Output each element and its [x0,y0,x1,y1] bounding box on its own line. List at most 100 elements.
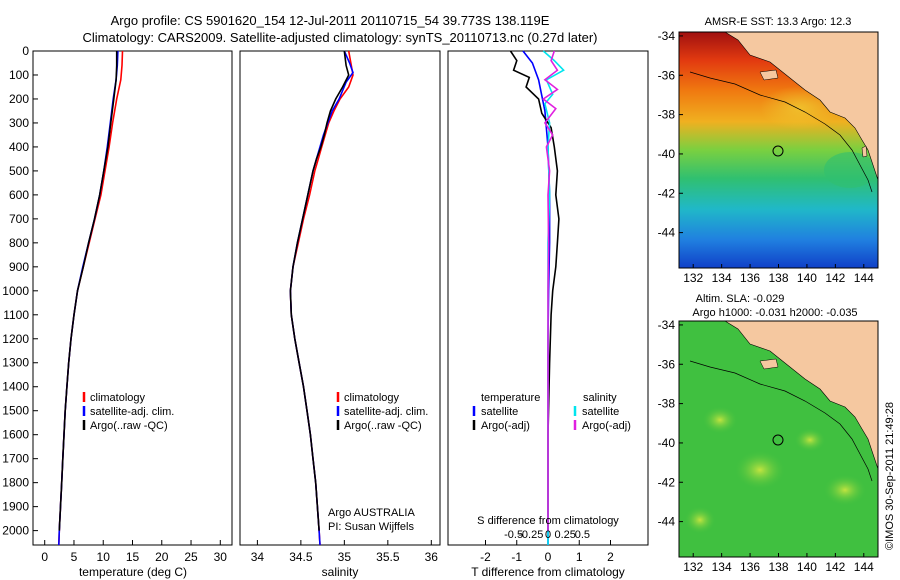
map-y-tick-label: -44 [658,226,676,240]
imos-watermark: ©IMOS 30-Sep-2011 21:49:28 [884,402,896,550]
sla-map-title2: Argo h1000: -0.031 h2000: -0.035 [692,307,857,319]
map-x-tick-label: 134 [712,271,732,285]
legend-label: climatology [90,392,146,404]
y-tick-label: 400 [9,140,29,154]
temperature-xlabel: temperature (deg C) [79,565,187,579]
x-tick-label: 0 [41,550,48,564]
header-line2: Climatology: CARS2009. Satellite-adjuste… [83,30,598,45]
x-tick-label: 0 [545,550,552,564]
map-x-tick-label: 142 [825,560,845,574]
map-x-tick-label: 138 [768,560,788,574]
salinity-xlabel: salinity [322,565,359,579]
series-line-argo-raw-qc [58,51,118,531]
x-tick-label: 5 [71,550,78,564]
x-tick-label: 2 [607,550,614,564]
map-y-tick-label: -38 [658,397,676,411]
map-y-tick-label: -40 [658,147,676,161]
sla-bright-patch [794,428,826,452]
y-tick-label: 1900 [2,500,29,514]
y-tick-label: 200 [9,92,29,106]
sst-shelf-line [689,71,873,193]
x-tick-label: 15 [126,550,140,564]
legend-label: climatology [344,392,400,404]
x-tick-label: 10 [97,550,111,564]
map-x-tick-label: 136 [740,271,760,285]
sla-bright-patch [702,406,738,434]
legend-header-salinity: salinity [583,392,617,404]
legend-label: Argo(-adj) [481,420,530,432]
y-tick-label: 700 [9,212,29,226]
map-x-tick-label: 144 [854,560,874,574]
y-tick-label: 1700 [2,452,29,466]
s-tick-label: 0 [545,529,551,541]
map-x-tick-label: 132 [683,560,703,574]
x-tick-label: 36 [425,550,439,564]
legend-label: Argo(..raw -QC) [344,420,422,432]
temperature-panel [32,50,233,546]
map-y-tick-label: -44 [658,515,676,529]
y-tick-label: 2000 [2,524,29,538]
map-x-tick-label: 144 [854,271,874,285]
series-line-temperature-argo-adj [509,50,560,531]
sla-map-axes: 132 134 136 138 140 142 144 -34 -36 -38 -40 -42 -44 [658,318,874,574]
map-y-tick-label: -34 [658,318,676,332]
map-x-tick-label: 142 [825,271,845,285]
x-tick-label: 25 [184,550,198,564]
difference-xlabel-top: S difference from climatology [477,515,619,527]
x-tick-label: 1 [576,550,583,564]
sla-bright-patch [684,506,716,534]
series-line-argo-raw-qc [289,50,350,531]
map-y-tick-label: -36 [658,357,676,371]
map-y-tick-label: -40 [658,436,676,450]
legend-label: satellite-adj. clim. [90,406,174,418]
s-tick-label: -0.5 [504,529,523,541]
s-tick-label: -0.25 [518,529,543,541]
sst-island [759,69,779,81]
map-y-tick-label: -38 [658,108,676,122]
x-tick-label: 34 [251,550,265,564]
sst-cool-patch [824,152,876,188]
s-tick-label: 0.5 [575,529,590,541]
map-y-tick-label: -34 [658,29,676,43]
header-line1: Argo profile: CS 5901620_154 12-Jul-2011… [111,13,550,28]
map-y-tick-label: -42 [658,186,676,200]
series-line-salinity-argo-adj [541,50,559,531]
map-y-tick-label: -42 [658,475,676,489]
y-tick-label: 500 [9,164,29,178]
y-tick-label: 1300 [2,356,29,370]
argo-annotation: Argo AUSTRALIA [328,507,415,519]
y-tick-label: 1400 [2,380,29,394]
x-tick-label: -2 [480,550,491,564]
sla-argo-marker [772,434,784,446]
legend-label: satellite-adj. clim. [344,406,428,418]
depth-axis: 0 100 200 300 400 500 600 700 800 900 1000 1100 1200… [2,44,38,538]
difference-legend: temperature salinity satellite Argo(-adj… [472,392,631,432]
difference-xlabel: T difference from climatology [471,565,625,579]
sla-map-title1: Altim. SLA: -0.029 [696,293,785,305]
sst-map [678,31,879,269]
y-tick-label: 0 [22,44,29,58]
y-tick-label: 100 [9,68,29,82]
sla-island [759,358,779,370]
sst-map-title: AMSR-E SST: 13.3 Argo: 12.3 [705,16,852,28]
difference-plot: -2 -1 0 1 2 -0.5-0.25 0 0.250.5 [480,50,614,564]
legend-label: Argo(-adj) [582,420,631,432]
y-tick-label: 1200 [2,332,29,346]
sst-argo-marker [772,145,784,157]
legend-header-temperature: temperature [481,392,540,404]
y-tick-label: 1600 [2,428,29,442]
sla-shelf-line [689,360,873,482]
sla-land [723,320,879,470]
sla-bright-patch [734,450,786,490]
y-tick-label: 600 [9,188,29,202]
salinity-plot: 34 34.5 35 35.5 36 [251,50,439,564]
y-tick-label: 900 [9,260,29,274]
sst-land [723,31,879,181]
map-x-tick-label: 138 [768,271,788,285]
sla-map [678,320,879,558]
map-x-tick-label: 140 [797,271,817,285]
x-tick-label: 30 [214,550,228,564]
map-x-tick-label: 134 [712,560,732,574]
x-tick-label: 35 [338,550,352,564]
